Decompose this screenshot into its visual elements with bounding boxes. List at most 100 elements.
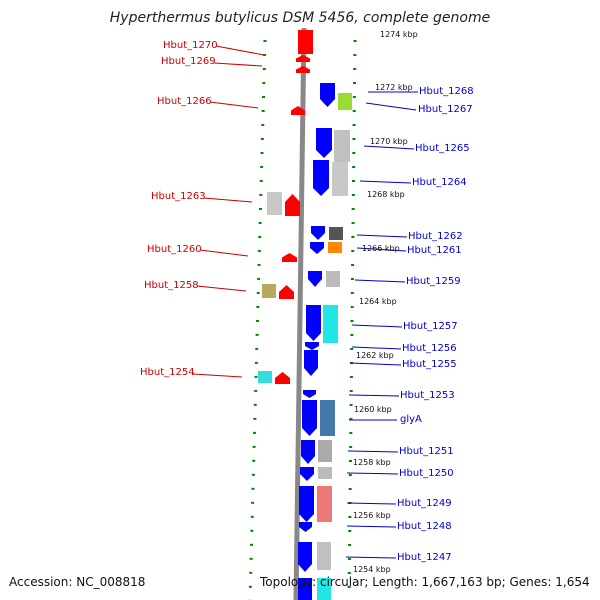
gene-label-right[interactable]: Hbut_1259 [406, 276, 461, 287]
gene-label-right[interactable]: glyA [400, 414, 422, 425]
kbp-label: 1260 kbp [354, 405, 392, 414]
gene-label-left[interactable]: Hbut_1266 [157, 96, 212, 107]
gene-hbut-1255[interactable] [304, 350, 318, 376]
label-leader-line [346, 502, 397, 505]
label-leader-line [192, 373, 243, 378]
gene-label-right[interactable]: Hbut_1261 [407, 245, 462, 256]
gene-label-right[interactable]: Hbut_1255 [402, 359, 457, 370]
gene-label-right[interactable]: Hbut_1248 [397, 521, 452, 532]
kbp-label: 1268 kbp [367, 190, 405, 199]
gene-hbut-1260[interactable] [282, 253, 297, 262]
gene-lime-1267[interactable] [338, 93, 352, 110]
gene-label-right[interactable]: Hbut_1251 [399, 446, 454, 457]
gene-hbut-1268[interactable] [320, 83, 335, 107]
gene-cyan-1254[interactable] [258, 371, 272, 383]
gene-hbut-1262[interactable] [311, 226, 325, 240]
gene-label-right[interactable]: Hbut_1247 [397, 552, 452, 563]
gene-hbut-1266[interactable] [291, 106, 305, 115]
gene-hbut-bottom[interactable] [298, 578, 312, 600]
gene-cyan-1257[interactable] [323, 305, 338, 343]
label-leader-line [196, 285, 247, 292]
gene-gray-1264[interactable] [332, 162, 348, 196]
gene-gray-1259[interactable] [326, 271, 340, 287]
accession-text: Accession: NC_008818 [9, 575, 146, 589]
left-ruler [248, 39, 267, 600]
gene-hbut-1251[interactable] [301, 440, 315, 464]
gene-salmon-1249[interactable] [317, 486, 332, 522]
kbp-label: 1258 kbp [353, 458, 391, 467]
kbp-label: 1264 kbp [359, 297, 397, 306]
gene-label-right[interactable]: Hbut_1257 [403, 321, 458, 332]
label-leader-line [351, 324, 403, 328]
gene-gray-1247[interactable] [317, 542, 331, 570]
gene-hbut-1250[interactable] [300, 467, 314, 481]
gene-cyan-bottom[interactable] [317, 578, 331, 600]
gene-hbut-1256[interactable] [305, 342, 319, 350]
right-ruler [347, 39, 357, 600]
gene-hbut-1253[interactable] [303, 390, 316, 398]
kbp-label: 1256 kbp [353, 511, 391, 520]
gene-gray-1251[interactable] [318, 440, 332, 462]
gene-label-right[interactable]: Hbut_1265 [415, 143, 470, 154]
gene-dark-1262[interactable] [329, 227, 343, 240]
gene-hbut-1254[interactable] [275, 372, 290, 384]
label-leader-line [199, 249, 249, 257]
gene-olive-1258[interactable] [262, 284, 276, 298]
gene-hbut-1269b[interactable] [296, 66, 310, 73]
gene-hbut-1257[interactable] [306, 305, 321, 341]
gene-label-right[interactable]: Hbut_1262 [408, 231, 463, 242]
gene-label-right[interactable]: Hbut_1256 [402, 343, 457, 354]
label-leader-line [346, 472, 399, 475]
gene-gray-1250[interactable] [318, 467, 332, 479]
map-title: Hyperthermus butylicus DSM 5456, complet… [109, 10, 491, 26]
gene-hbut-1248[interactable] [299, 522, 312, 532]
label-leader-line [351, 346, 402, 350]
gene-hbut-1247[interactable] [298, 542, 312, 572]
gene-label-right[interactable]: Hbut_1253 [400, 390, 455, 401]
gene-hbut-1249[interactable] [299, 486, 314, 522]
kbp-label: 1266 kbp [362, 244, 400, 253]
label-leader-line [363, 145, 415, 150]
gene-orange-1261[interactable] [328, 242, 342, 253]
label-leader-line [345, 556, 397, 559]
label-leader-line [346, 525, 397, 528]
gene-gray-1263[interactable] [267, 192, 282, 215]
label-leader-line [349, 362, 402, 366]
gene-hbut-1263[interactable] [285, 194, 300, 216]
label-leader-line [215, 45, 265, 56]
gene-hbut-1259[interactable] [308, 271, 322, 287]
gene-label-right[interactable]: Hbut_1249 [397, 498, 452, 509]
gene-glyA[interactable] [302, 400, 317, 436]
label-leader-line [356, 247, 407, 252]
gene-label-right[interactable]: Hbut_1267 [418, 104, 473, 115]
gene-hbut-1269[interactable] [296, 55, 310, 62]
gene-hbut-1264[interactable] [313, 160, 329, 196]
label-leader-line [209, 101, 259, 109]
gene-label-right[interactable]: Hbut_1264 [412, 177, 467, 188]
gene-label-right[interactable]: Hbut_1250 [399, 468, 454, 479]
label-leader-line [365, 102, 417, 111]
gene-label-left[interactable]: Hbut_1263 [151, 191, 206, 202]
gene-label-left[interactable]: Hbut_1260 [147, 244, 202, 255]
gene-hbut-1270[interactable] [298, 30, 313, 54]
genome-backbone [293, 27, 307, 600]
gene-hbut-1265[interactable] [316, 128, 332, 158]
gene-hbut-1261[interactable] [310, 242, 324, 254]
label-leader-line [203, 197, 253, 203]
gene-label-left[interactable]: Hbut_1254 [140, 367, 195, 378]
label-leader-line [347, 450, 399, 453]
topology-text: Topology: circular; Length: 1,667,163 bp… [260, 575, 590, 589]
gene-label-right[interactable]: Hbut_1268 [419, 86, 474, 97]
label-leader-line [348, 394, 400, 397]
gene-label-left[interactable]: Hbut_1258 [144, 280, 199, 291]
gene-hbut-1258[interactable] [279, 285, 294, 299]
gene-gray-1265[interactable] [334, 130, 350, 162]
gene-label-left[interactable]: Hbut_1270 [163, 40, 218, 51]
label-leader-line [213, 62, 263, 67]
gene-steel-glyA[interactable] [320, 400, 335, 436]
gene-label-left[interactable]: Hbut_1269 [161, 56, 216, 67]
kbp-label: 1254 kbp [353, 565, 391, 574]
label-leader-line [354, 279, 406, 283]
kbp-label: 1272 kbp [375, 83, 413, 92]
